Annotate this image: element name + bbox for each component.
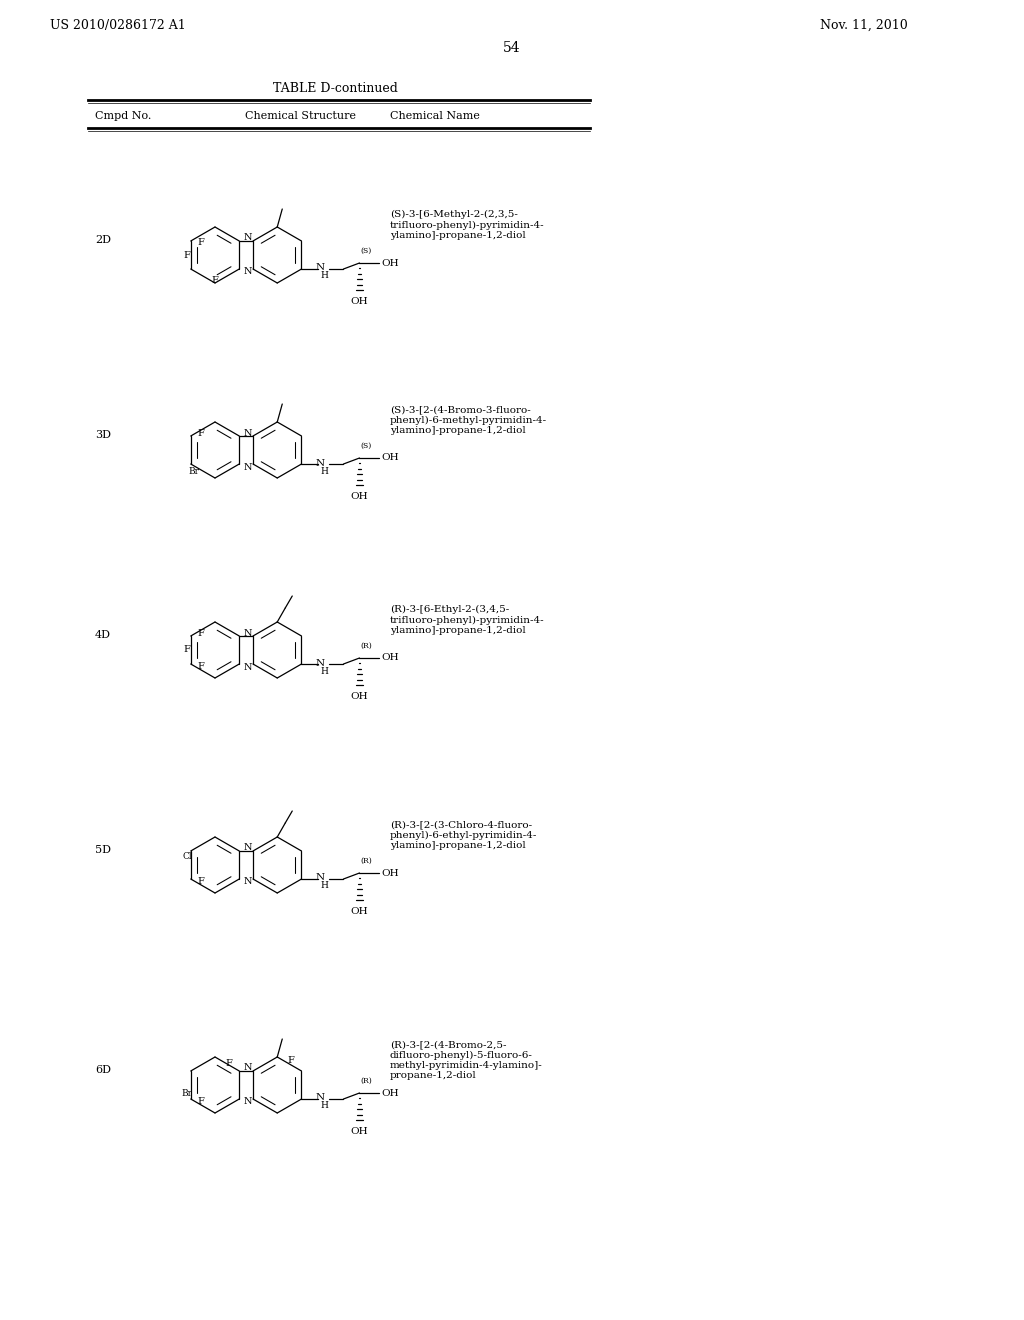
- Text: (S): (S): [360, 442, 372, 450]
- Text: 5D: 5D: [95, 845, 111, 855]
- Text: OH: OH: [350, 1127, 369, 1137]
- Text: OH: OH: [350, 492, 369, 502]
- Text: N: N: [244, 663, 252, 672]
- Text: Chemical Name: Chemical Name: [390, 111, 480, 121]
- Text: (R)-3-[2-(4-Bromo-2,5-
difluoro-phenyl)-5-fluoro-6-
methyl-pyrimidin-4-ylamino]-: (R)-3-[2-(4-Bromo-2,5- difluoro-phenyl)-…: [390, 1040, 543, 1080]
- Text: N: N: [244, 1097, 252, 1106]
- Text: Chemical Structure: Chemical Structure: [245, 111, 356, 121]
- Text: Br: Br: [181, 1089, 193, 1098]
- Text: F: F: [212, 276, 218, 285]
- Text: N: N: [316, 659, 325, 668]
- Text: N: N: [316, 1093, 325, 1102]
- Text: 4D: 4D: [95, 630, 111, 640]
- Text: N: N: [316, 874, 325, 883]
- Text: 6D: 6D: [95, 1065, 111, 1074]
- Text: 3D: 3D: [95, 430, 111, 440]
- Text: F: F: [183, 251, 190, 260]
- Text: Cmpd No.: Cmpd No.: [95, 111, 152, 121]
- Text: Cl: Cl: [182, 853, 191, 861]
- Text: TABLE D-continued: TABLE D-continued: [272, 82, 397, 95]
- Text: F: F: [198, 238, 205, 247]
- Text: N: N: [244, 429, 252, 437]
- Text: N: N: [244, 843, 252, 853]
- Text: H: H: [321, 466, 329, 475]
- Text: N: N: [244, 628, 252, 638]
- Text: 54: 54: [503, 41, 521, 55]
- Text: F: F: [198, 1097, 205, 1106]
- Text: H: H: [321, 667, 329, 676]
- Text: US 2010/0286172 A1: US 2010/0286172 A1: [50, 18, 185, 32]
- Text: Br: Br: [188, 467, 200, 477]
- Text: N: N: [316, 264, 325, 272]
- Text: F: F: [225, 1059, 232, 1068]
- Text: OH: OH: [382, 869, 399, 878]
- Text: H: H: [321, 882, 329, 891]
- Text: OH: OH: [382, 653, 399, 663]
- Text: OH: OH: [382, 454, 399, 462]
- Text: (S)-3-[6-Methyl-2-(2,3,5-
trifluoro-phenyl)-pyrimidin-4-
ylamino]-propane-1,2-di: (S)-3-[6-Methyl-2-(2,3,5- trifluoro-phen…: [390, 210, 545, 240]
- Text: Nov. 11, 2010: Nov. 11, 2010: [820, 18, 907, 32]
- Text: N: N: [316, 458, 325, 467]
- Text: (R)-3-[2-(3-Chloro-4-fluoro-
phenyl)-6-ethyl-pyrimidin-4-
ylamino]-propane-1,2-d: (R)-3-[2-(3-Chloro-4-fluoro- phenyl)-6-e…: [390, 820, 538, 850]
- Text: OH: OH: [350, 907, 369, 916]
- Text: F: F: [198, 628, 205, 638]
- Text: N: N: [244, 234, 252, 243]
- Text: (S)-3-[2-(4-Bromo-3-fluoro-
phenyl)-6-methyl-pyrimidin-4-
ylamino]-propane-1,2-d: (S)-3-[2-(4-Bromo-3-fluoro- phenyl)-6-me…: [390, 405, 547, 436]
- Text: N: N: [244, 878, 252, 887]
- Text: (R): (R): [360, 857, 373, 865]
- Text: OH: OH: [350, 692, 369, 701]
- Text: (R): (R): [360, 642, 373, 649]
- Text: OH: OH: [350, 297, 369, 306]
- Text: F: F: [198, 429, 205, 438]
- Text: 2D: 2D: [95, 235, 111, 246]
- Text: F: F: [288, 1056, 295, 1065]
- Text: OH: OH: [382, 1089, 399, 1097]
- Text: F: F: [198, 878, 205, 887]
- Text: F: F: [183, 645, 190, 655]
- Text: (R)-3-[6-Ethyl-2-(3,4,5-
trifluoro-phenyl)-pyrimidin-4-
ylamino]-propane-1,2-dio: (R)-3-[6-Ethyl-2-(3,4,5- trifluoro-pheny…: [390, 605, 545, 635]
- Text: F: F: [198, 663, 205, 672]
- Text: (R): (R): [360, 1077, 373, 1085]
- Text: N: N: [244, 462, 252, 471]
- Text: (S): (S): [360, 247, 372, 255]
- Text: H: H: [321, 272, 329, 281]
- Text: N: N: [244, 1064, 252, 1072]
- Text: H: H: [321, 1101, 329, 1110]
- Text: OH: OH: [382, 259, 399, 268]
- Text: N: N: [244, 268, 252, 276]
